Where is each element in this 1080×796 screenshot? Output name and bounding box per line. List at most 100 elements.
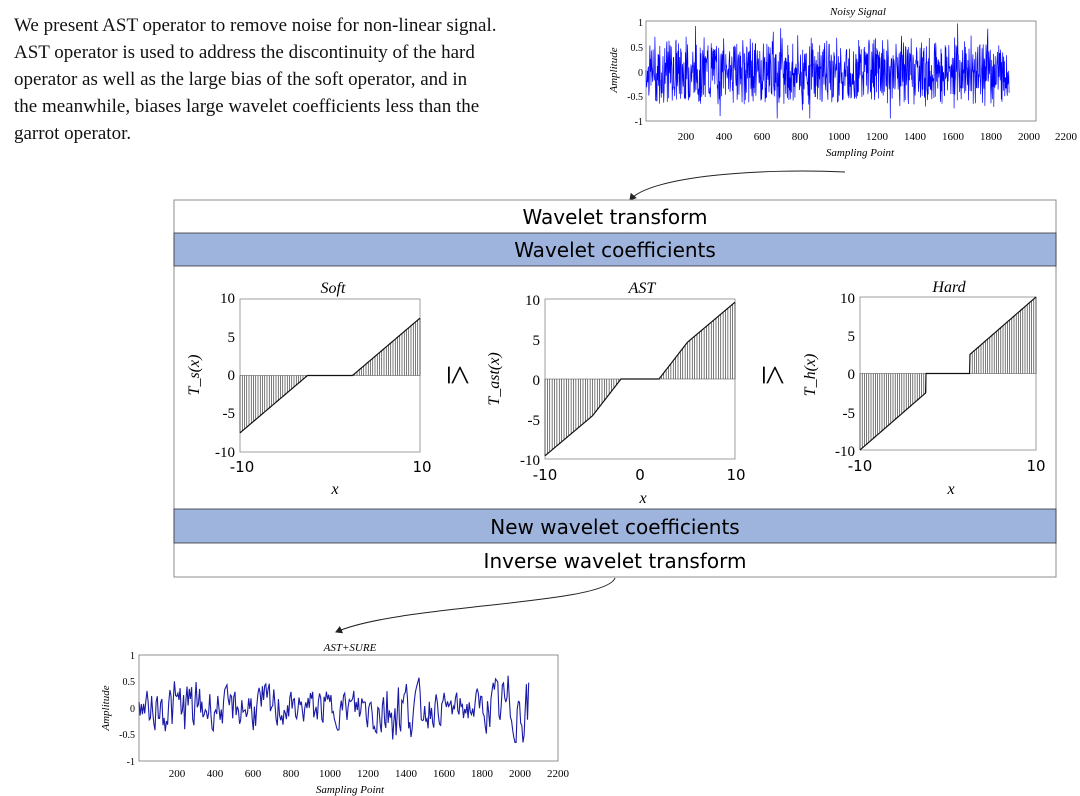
noisy-signal-plot: Noisy Signal Amplitude 1 0.5 0 -0.5 -1 2… — [608, 6, 1078, 159]
noisy-signal-line — [645, 23, 1010, 119]
y-tick-label: -5 — [843, 406, 856, 422]
x-tick-label: 200 — [678, 131, 695, 143]
x-tick-label: 1000 — [828, 131, 851, 143]
soft-title: Soft — [321, 280, 346, 297]
y-tick-label: 1 — [638, 18, 643, 29]
y-tick-label: 10 — [525, 293, 540, 309]
y-tick-label: 0 — [228, 368, 236, 384]
x-tick-label: 10 — [726, 466, 745, 484]
y-tick-label: 0 — [638, 68, 643, 79]
x-tick-label: 1600 — [433, 768, 456, 780]
x-tick-label: 0 — [635, 466, 645, 484]
y-tick-label: -0.5 — [627, 92, 643, 103]
y-tick-label: 0.5 — [631, 43, 644, 54]
ast-stems — [544, 302, 736, 456]
ast-x-label: x — [638, 490, 646, 507]
x-ticks: 200 400 600 800 1000 1200 1400 1600 1800… — [169, 768, 570, 780]
y-tick-label: -0.5 — [119, 730, 135, 741]
soft-stems — [239, 318, 421, 433]
x-tick-label: 1800 — [980, 131, 1003, 143]
x-tick-label: 10 — [412, 458, 431, 476]
x-tick-label: 1600 — [942, 131, 965, 143]
x-tick-label: 400 — [716, 131, 733, 143]
y-tick-label: 0 — [848, 367, 856, 383]
flow-box: Wavelet transform Wavelet coefficients S… — [173, 199, 1057, 578]
y-tick-label: -10 — [835, 444, 855, 460]
ast-title: AST — [628, 280, 657, 297]
relation-symbol-2: ≤ — [755, 365, 795, 385]
hard-x-label: x — [946, 481, 954, 498]
y-tick-label: -5 — [528, 413, 541, 429]
y-tick-label: 0.5 — [123, 677, 136, 688]
x-tick-label: 2200 — [547, 768, 570, 780]
denoised-signal-plot: AST+SURE Amplitude 1 0.5 0 -0.5 -1 200 4… — [100, 642, 570, 796]
y-axis-label: Amplitude — [100, 685, 112, 731]
new-wavelet-coefficients-label: New wavelet coefficients — [490, 515, 739, 539]
soft-y-label: T_s(x) — [186, 355, 203, 396]
y-tick-label: 5 — [228, 330, 236, 346]
wavelet-transform-label: Wavelet transform — [523, 205, 708, 229]
arrow-noisy-to-transform — [629, 170, 846, 201]
x-tick-label: 2200 — [1055, 131, 1078, 143]
new-wavelet-coefficients-band — [173, 508, 1057, 544]
x-tick-label: 600 — [754, 131, 771, 143]
x-tick-label: 1200 — [357, 768, 380, 780]
ast-threshold-curve — [544, 301, 736, 457]
y-tick-label: -10 — [215, 445, 235, 461]
hard-y-ticks: 10 5 0 -5 -10 — [835, 291, 855, 460]
hard-y-label: T_h(x) — [802, 354, 819, 397]
x-tick-label: 800 — [792, 131, 809, 143]
soft-x-label: x — [330, 481, 338, 498]
y-tick-label: -5 — [223, 406, 236, 422]
x-tick-label: 2000 — [1018, 131, 1041, 143]
x-axis-label: Sampling Point — [316, 784, 385, 796]
y-ticks: 1 0.5 0 -0.5 -1 — [119, 651, 135, 768]
intro-line: the meanwhile, biases large wavelet coef… — [14, 96, 480, 117]
ast-panel: AST 10 5 0 -5 -10 -10 0 10 x T_ast(x) — [486, 280, 746, 507]
denoised-signal-line — [138, 675, 530, 743]
x-tick-label: -10 — [848, 457, 873, 475]
x-tick-label: 1800 — [471, 768, 494, 780]
x-tick-label: 2000 — [509, 768, 532, 780]
arrow-inverse-to-denoised — [335, 577, 616, 634]
x-tick-label: 200 — [169, 768, 186, 780]
x-ticks: 200 400 600 800 1000 1200 1400 1600 1800… — [678, 131, 1078, 143]
hard-stems — [859, 297, 1037, 450]
x-tick-label: 1400 — [904, 131, 927, 143]
soft-y-ticks: 10 5 0 -5 -10 — [215, 291, 235, 461]
ast-y-label: T_ast(x) — [486, 352, 503, 405]
hard-title: Hard — [931, 279, 966, 296]
x-tick-label: 800 — [283, 768, 300, 780]
x-tick-label: 600 — [245, 768, 262, 780]
y-tick-label: 1 — [130, 651, 135, 662]
intro-line: We present AST operator to remove noise … — [14, 15, 497, 36]
x-tick-label: 1200 — [866, 131, 889, 143]
soft-panel: Soft 10 5 0 -5 -10 -10 10 x T_s(x) — [186, 280, 432, 498]
y-tick-label: 5 — [848, 329, 856, 345]
y-ticks: 1 0.5 0 -0.5 -1 — [627, 18, 643, 128]
plot-title: Noisy Signal — [829, 6, 886, 18]
y-tick-label: 5 — [533, 333, 541, 349]
intro-text: We present AST operator to remove noise … — [14, 12, 604, 147]
x-axis-label: Sampling Point — [826, 147, 895, 159]
x-tick-label: 10 — [1026, 457, 1045, 475]
y-tick-label: -1 — [635, 117, 643, 128]
y-tick-label: -1 — [127, 757, 135, 768]
x-tick-label: 400 — [207, 768, 224, 780]
x-tick-label: 1400 — [395, 768, 418, 780]
intro-line: AST operator is used to address the disc… — [14, 42, 475, 63]
x-tick-label: -10 — [533, 466, 558, 484]
y-axis-label: Amplitude — [608, 47, 620, 93]
y-tick-label: 10 — [220, 291, 235, 307]
x-tick-label: 1000 — [319, 768, 342, 780]
inverse-wavelet-transform-label: Inverse wavelet transform — [484, 549, 747, 573]
soft-threshold-curve — [239, 317, 421, 434]
x-tick-label: -10 — [230, 458, 255, 476]
ast-y-ticks: 10 5 0 -5 -10 — [520, 293, 540, 469]
wavelet-coefficients-band — [173, 232, 1057, 267]
plot-title: AST+SURE — [323, 642, 377, 654]
y-tick-label: 0 — [533, 373, 541, 389]
hard-threshold-curve — [859, 296, 1037, 451]
relation-symbol-1: ≤ — [440, 365, 480, 385]
